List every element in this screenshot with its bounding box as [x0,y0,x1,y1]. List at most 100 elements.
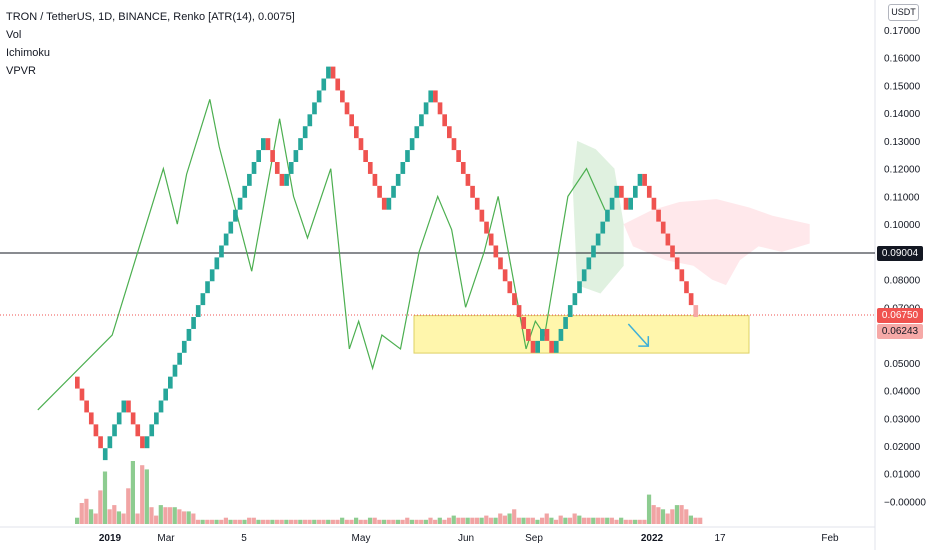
volume-bar [223,517,228,524]
volume-bar [577,515,582,524]
volume-bar [386,519,391,524]
renko-brick [363,150,368,163]
volume-bar [247,517,252,524]
renko-brick [535,340,540,353]
volume-bar [693,517,698,524]
y-tick-label: 0.16000 [884,54,921,65]
renko-brick [298,138,303,151]
y-tick-label: 0.04000 [884,387,921,398]
volume-bar [261,519,266,524]
renko-brick [205,281,210,294]
renko-brick [288,162,294,174]
renko-brick [414,126,420,139]
volume-bar [121,513,126,524]
volume-bar [209,519,215,524]
renko-brick [437,102,443,115]
renko-brick [633,185,638,198]
indicator-vpvr[interactable]: VPVR [6,65,36,77]
projection-arrow-head [638,336,650,347]
renko-brick [502,269,508,282]
volume-bar [270,519,275,524]
renko-brick [154,412,159,425]
y-tick-label: 0.05000 [884,359,921,370]
renko-brick [526,328,531,341]
volume-bar [321,519,326,524]
volume-bar [563,517,568,524]
volume-bar [502,515,507,524]
renko-brick [242,185,248,198]
volume-bar [674,505,680,524]
volume-bar [79,503,84,524]
volume-bar [391,519,396,524]
volume-bar [447,517,452,524]
volume-bar [135,513,140,524]
renko-brick [586,257,592,270]
volume-bar [126,488,131,524]
renko-brick [433,90,438,103]
renko-brick [591,245,596,258]
renko-brick [330,66,336,79]
renko-brick [507,281,513,294]
volume-bar [98,490,103,524]
renko-brick [623,197,629,210]
volume-bar [656,507,661,524]
renko-brick [223,233,229,246]
volume-bar [349,519,354,524]
volume-bar [423,519,428,524]
renko-brick [405,150,410,163]
renko-brick [400,162,406,174]
renko-brick [316,90,322,103]
renko-brick [395,173,401,186]
renko-brick [530,340,536,353]
volume-bar [437,517,442,524]
renko-brick [93,424,99,437]
indicator-vol[interactable]: Vol [6,29,22,41]
renko-brick [191,317,196,329]
ichimoku-cloud-bearish [623,199,810,286]
renko-brick [670,245,675,258]
y-tick-label: 0.12000 [884,165,921,176]
volume-bar [367,517,373,524]
volume-bar [307,519,312,524]
volume-bar [233,519,238,524]
x-tick-label: Jun [458,533,474,544]
renko-brick [121,400,127,413]
chart-legend: TRON / TetherUS, 1D, BINANCE, Renko [ATR… [6,8,295,80]
volume-bar [512,509,517,524]
volume-bar [553,519,559,524]
support-zone[interactable] [413,315,750,354]
volume-bar [451,515,456,524]
renko-brick [88,412,94,425]
renko-brick [247,173,252,186]
renko-brick [423,102,429,115]
volume-bar [521,517,526,524]
volume-bar [660,509,666,524]
renko-brick [284,173,289,186]
renko-brick [116,412,122,425]
volume-bar [75,517,80,524]
currency-button[interactable]: USDT [888,4,919,21]
renko-brick [656,209,661,222]
renko-brick [130,412,136,425]
x-tick-label: 5 [241,533,247,544]
volume-bar [516,517,521,524]
renko-brick [386,197,392,210]
renko-brick [651,197,657,210]
projection-arrow-line[interactable] [627,323,649,347]
renko-brick [84,400,89,413]
renko-brick [251,162,257,174]
renko-brick [628,197,633,210]
volume-bar [651,505,656,524]
volume-bar [623,519,628,524]
volume-bar [219,519,224,524]
renko-brick [163,388,168,401]
renko-brick [493,245,499,258]
current-price-tag: 0.09004 [877,246,923,261]
volume-bar [474,517,480,524]
indicator-ichimoku[interactable]: Ichimoku [6,47,51,59]
renko-brick [340,90,345,103]
symbol-title[interactable]: TRON / TetherUS, 1D, BINANCE, Renko [ATR… [6,11,295,23]
volume-bar [326,519,331,524]
